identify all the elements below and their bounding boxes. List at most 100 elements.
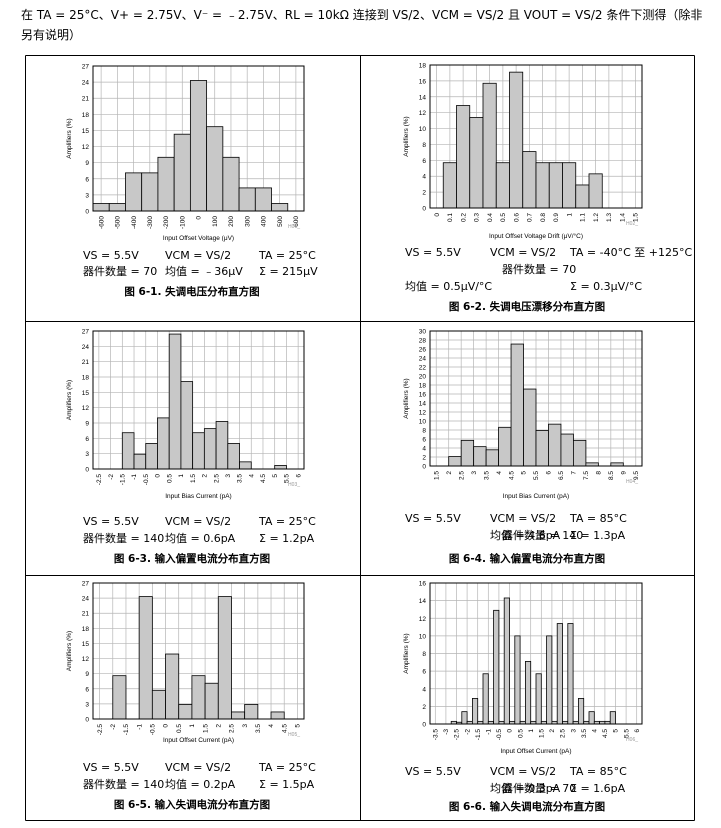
histogram-bar xyxy=(165,653,180,720)
x-axis-title: Input Offset Current (pA) xyxy=(500,748,571,755)
histogram-bar xyxy=(133,453,147,470)
y-tick-label: 6 xyxy=(422,669,426,676)
y-tick-label: 0 xyxy=(85,209,89,216)
x-tick-label: -2.5 xyxy=(96,474,103,486)
x-tick-label: 0.5 xyxy=(517,729,524,738)
stat-value: TA = 85°C xyxy=(569,765,627,778)
x-tick-label: 300 xyxy=(244,216,251,227)
histogram-bar xyxy=(498,426,512,467)
y-tick-label: 14 xyxy=(419,94,427,101)
histogram-bar xyxy=(456,105,471,209)
plot-frame xyxy=(429,582,643,725)
histogram-bar xyxy=(442,162,457,209)
histogram-bar xyxy=(469,117,484,209)
histogram-bar xyxy=(472,698,479,725)
x-axis-title: Input Offset Current (pA) xyxy=(163,737,234,744)
x-tick-label: -0.5 xyxy=(143,474,150,486)
y-tick-label: 27 xyxy=(82,64,90,71)
stat-value: Σ = 215μV xyxy=(259,265,318,278)
figure-offset-voltage-histogram: 0 3 6 9 12 15 18 21 24 27 -600 -500 -400 -300 -200 -100… xyxy=(66,64,318,299)
figure-caption: 图 6-5. 输入失调电流分布直方图 xyxy=(114,798,270,811)
y-tick-label: 16 xyxy=(419,392,427,399)
x-tick-label: -1 xyxy=(131,474,138,480)
y-tick-label: 0 xyxy=(85,467,89,474)
x-tick-label: -1 xyxy=(486,729,493,735)
figure-code: H04_ xyxy=(626,479,638,485)
histogram-bar xyxy=(178,703,193,720)
x-tick-label: 1.2 xyxy=(593,213,600,222)
x-tick-label: -2.5 xyxy=(454,729,461,741)
x-tick-label: 2.5 xyxy=(229,724,236,733)
y-tick-label: 10 xyxy=(419,126,427,133)
histogram-bar xyxy=(204,682,219,720)
stat-value: 均值 = 0.3pA xyxy=(490,782,561,795)
x-tick-label: 100 xyxy=(212,216,219,227)
histogram-bar xyxy=(548,423,562,467)
y-tick-label: 9 xyxy=(85,421,89,428)
figure-offset-drift-histogram: 0 2 4 6 8 10 12 14 16 18 0 0.1 0.2 0.3 0.4 0.5 0.6 0.7 0.8… xyxy=(403,63,692,314)
figure-code: H05_ xyxy=(288,732,300,738)
x-tick-label: 600 xyxy=(293,216,300,227)
y-tick-label: 30 xyxy=(419,329,427,336)
x-tick-label: 6 xyxy=(295,474,302,478)
figure-caption: 图 6-6. 输入失调电流分布直方图 xyxy=(449,800,605,813)
y-tick-label: 12 xyxy=(419,410,427,417)
histogram-bar xyxy=(485,449,499,467)
histogram-bar xyxy=(588,711,595,725)
histogram-bar xyxy=(244,703,259,720)
x-tick-label: 0 xyxy=(155,474,162,478)
stat-value: 均值 = 0.5μV/°C xyxy=(405,280,492,293)
stat-value: VCM = VS/2 xyxy=(490,765,556,778)
y-tick-label: 2 xyxy=(422,455,426,462)
x-tick-label: 7.5 xyxy=(583,471,590,480)
x-tick-label: 0.8 xyxy=(540,213,547,222)
plot-frame xyxy=(429,330,643,467)
figure-code: H06_ xyxy=(626,737,638,743)
figure-code: H01_ xyxy=(288,224,300,230)
histogram-bar xyxy=(609,711,616,725)
x-tick-label: 2 xyxy=(446,471,453,475)
x-tick-label: -600 xyxy=(98,216,105,229)
y-tick-label: 18 xyxy=(82,626,90,633)
x-tick-label: -0.5 xyxy=(496,729,503,741)
plot-frame xyxy=(429,64,643,209)
x-tick-label: 5 xyxy=(613,729,620,733)
histogram-bar xyxy=(121,432,135,470)
histogram-bar xyxy=(546,635,553,725)
histogram-bar xyxy=(191,675,206,720)
x-tick-label: 9.5 xyxy=(633,471,640,480)
histogram-bar xyxy=(239,461,252,470)
histogram-bar xyxy=(274,465,287,470)
x-tick-label: 3.5 xyxy=(255,724,262,733)
stat-value: 均值 = 0.2pA xyxy=(165,778,236,791)
x-tick-label: -1.5 xyxy=(475,729,482,741)
y-tick-label: 6 xyxy=(85,436,89,443)
histogram-bar xyxy=(524,661,532,725)
x-tick-label: 2.5 xyxy=(213,474,220,483)
figure-caption: 图 6-2. 失调电压漂移分布直方图 xyxy=(449,300,605,313)
x-tick-label: 0 xyxy=(507,729,514,733)
x-tick-label: 1.3 xyxy=(606,213,613,222)
histogram-bar xyxy=(112,675,127,720)
x-tick-label: 4 xyxy=(496,471,503,475)
x-tick-label: -200 xyxy=(163,216,170,229)
y-tick-label: 6 xyxy=(85,686,89,693)
histogram-bar xyxy=(473,446,487,467)
x-tick-label: 4.5 xyxy=(602,729,609,738)
plot-frame xyxy=(92,65,305,212)
x-tick-label: 1.1 xyxy=(580,213,587,222)
x-tick-label: 3 xyxy=(471,471,478,475)
x-tick-label: 200 xyxy=(228,216,235,227)
histogram-bar xyxy=(215,421,229,470)
y-tick-label: 9 xyxy=(85,671,89,678)
x-axis-title: Input Offset Voltage (μV) xyxy=(163,235,234,242)
figure-caption: 图 6-3. 输入偏置电流分布直方图 xyxy=(114,552,270,565)
stat-value: Σ = 1.6pA xyxy=(570,782,626,795)
histogram-bar xyxy=(108,203,126,212)
x-tick-label: 0.2 xyxy=(460,213,467,222)
x-tick-label: 0.5 xyxy=(176,724,183,733)
stat-value: 器件数量 = 70 xyxy=(502,263,576,276)
